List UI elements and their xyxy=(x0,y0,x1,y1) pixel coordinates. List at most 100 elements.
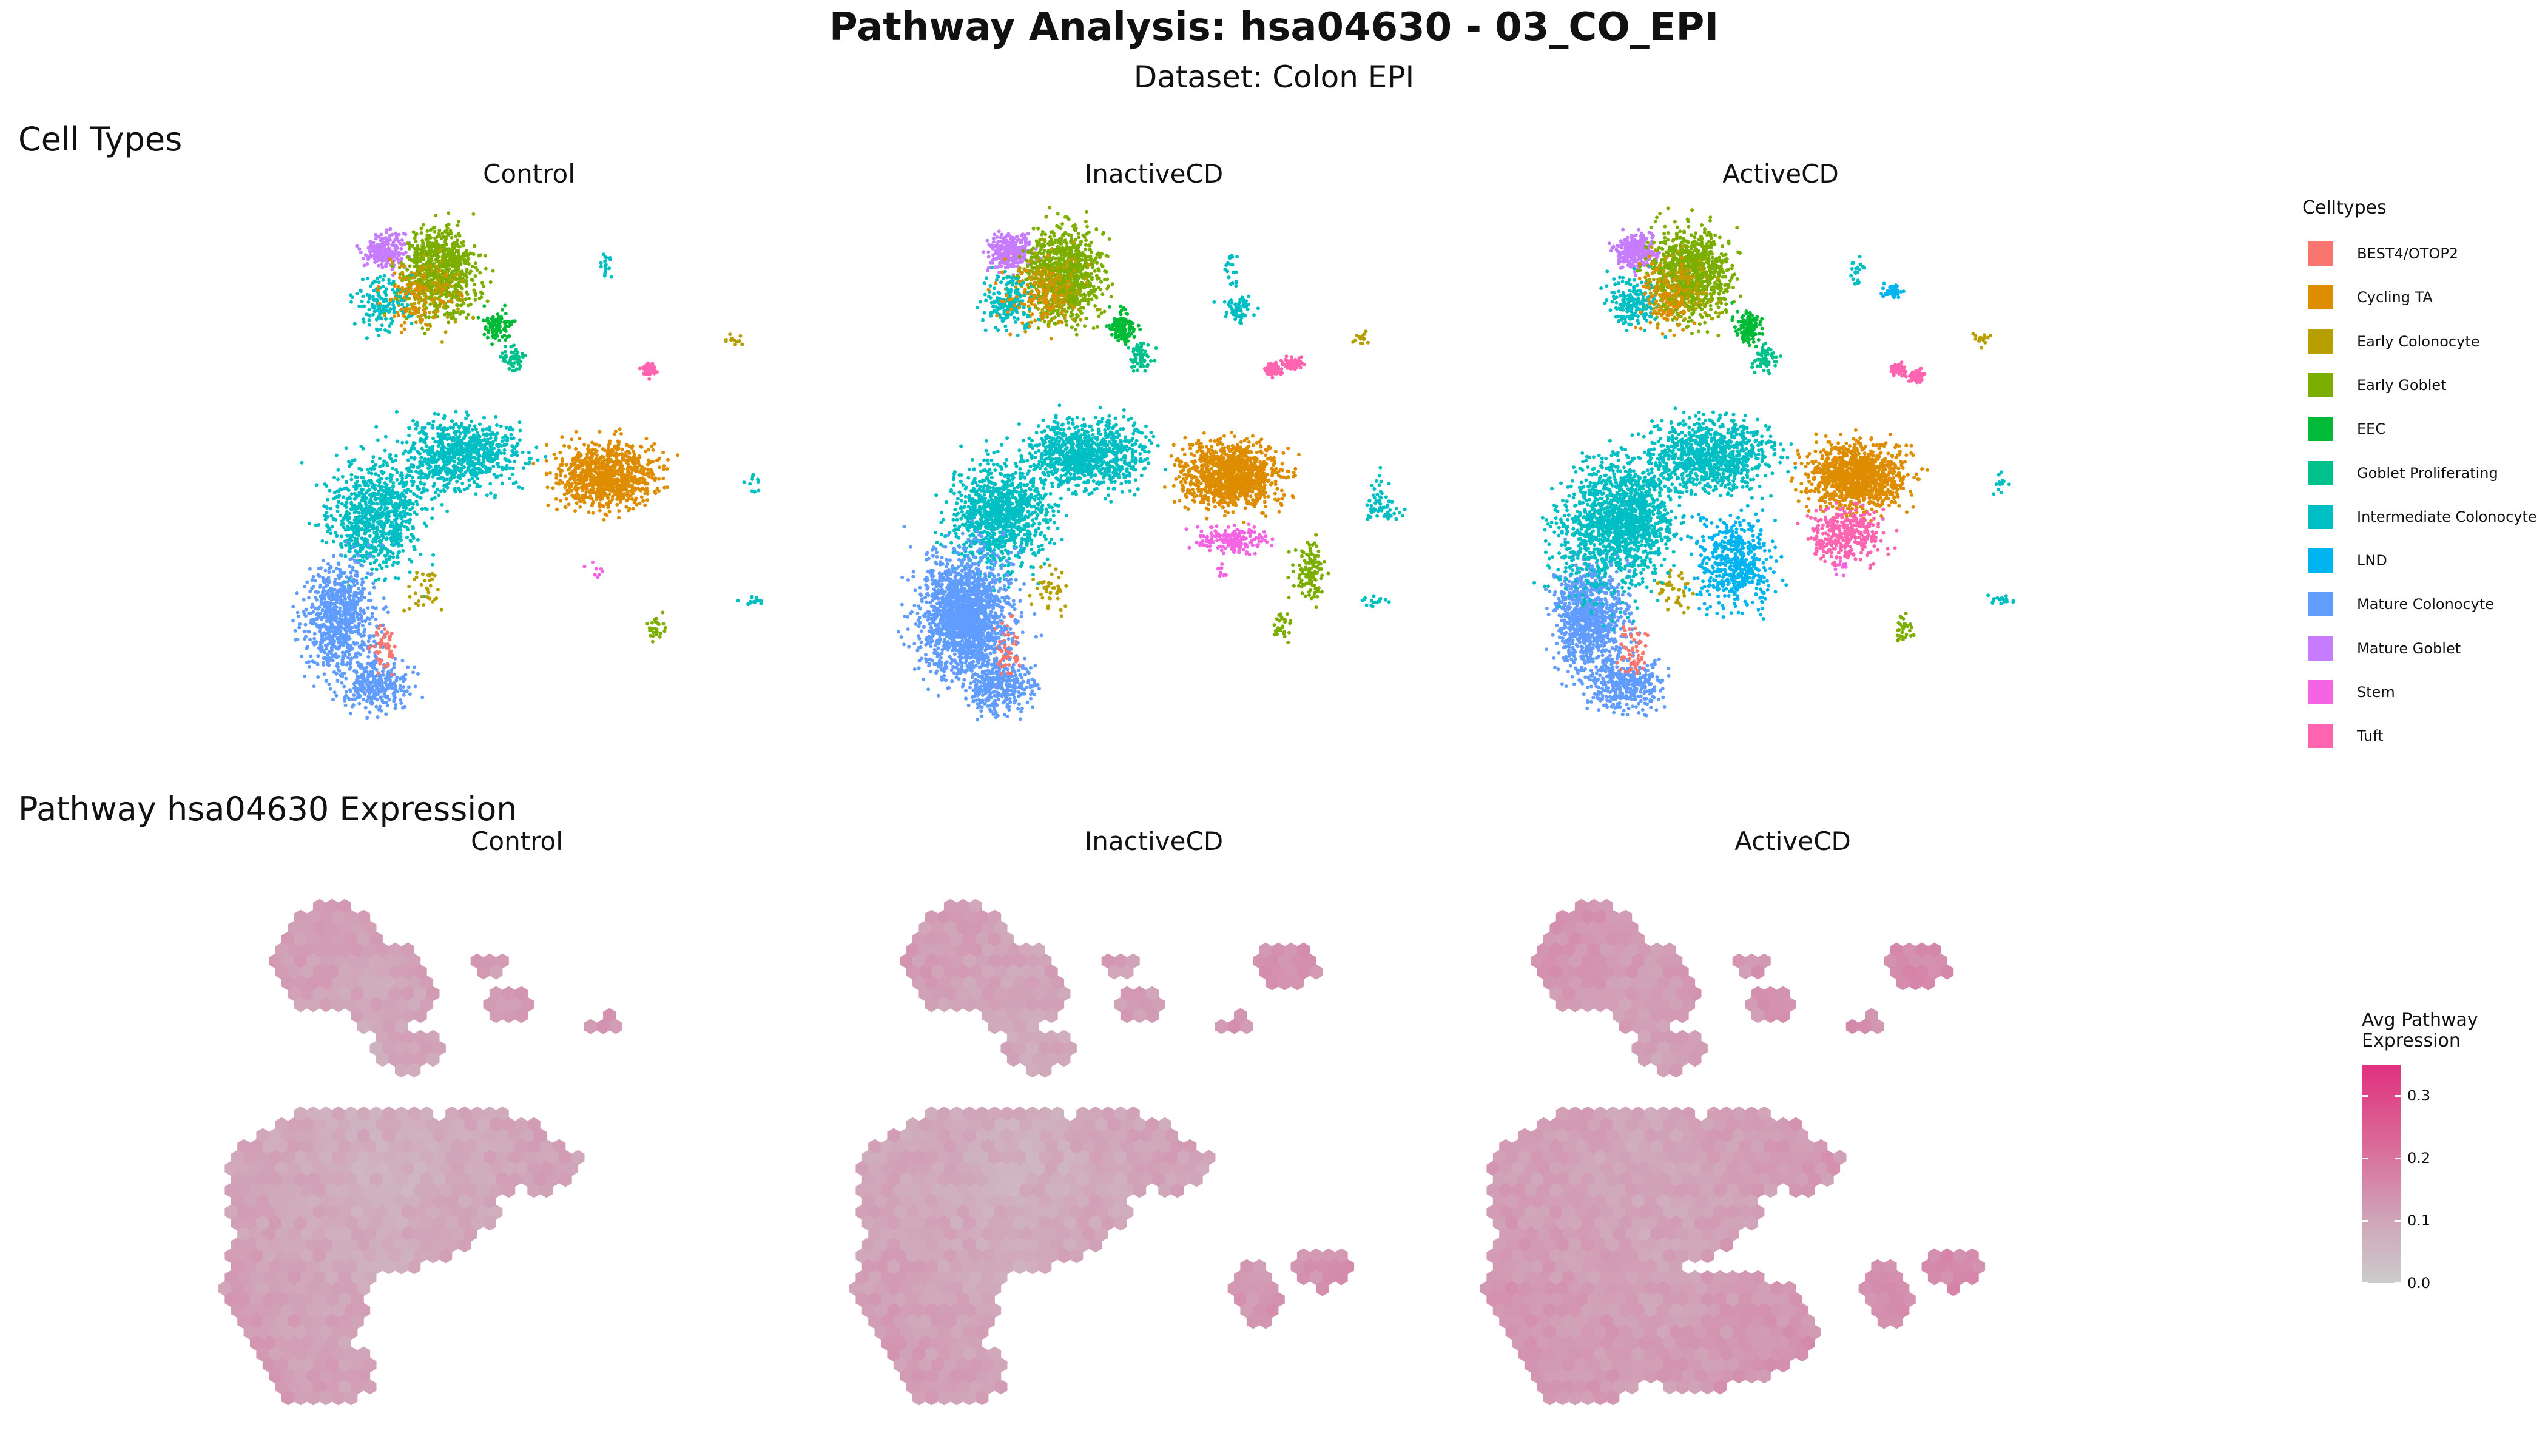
cell-point xyxy=(363,507,368,511)
cell-point xyxy=(377,302,382,306)
cell-point xyxy=(302,598,306,602)
cell-point xyxy=(352,583,357,587)
cell-point xyxy=(370,494,374,498)
cell-point xyxy=(416,502,419,507)
cell-point xyxy=(476,476,480,480)
cell-point xyxy=(360,277,365,281)
cell-point xyxy=(477,458,481,462)
cell-point xyxy=(349,575,353,579)
cell-point xyxy=(410,479,414,484)
cell-point xyxy=(380,525,384,530)
cell-point xyxy=(457,458,462,462)
cell-point xyxy=(456,450,460,454)
cell-point xyxy=(587,444,591,448)
cell-point xyxy=(455,303,459,307)
cell-point xyxy=(376,522,380,526)
cell-point xyxy=(593,451,597,456)
cell-point xyxy=(624,493,627,497)
cell-point xyxy=(447,211,451,215)
cell-point xyxy=(393,576,397,580)
cell-point xyxy=(377,474,380,477)
cell-point xyxy=(408,508,413,512)
cell-point xyxy=(442,305,446,309)
cell-point xyxy=(495,431,499,436)
cell-point xyxy=(605,485,608,488)
cell-point xyxy=(447,436,451,440)
cell-point xyxy=(308,664,311,669)
cell-point xyxy=(363,531,368,536)
cell-point xyxy=(430,258,434,262)
cell-point xyxy=(344,446,348,450)
cell-point xyxy=(349,507,353,511)
cell-point xyxy=(349,477,354,482)
cell-point xyxy=(573,470,578,474)
cell-point xyxy=(619,475,624,479)
cell-point xyxy=(750,477,755,481)
cell-point xyxy=(511,354,515,359)
cell-point xyxy=(590,447,595,451)
cell-point xyxy=(366,522,370,526)
cell-point xyxy=(415,485,419,489)
cell-point xyxy=(597,493,601,497)
cell-point xyxy=(437,232,440,236)
cell-point xyxy=(313,595,317,599)
cell-point xyxy=(444,271,448,275)
cell-point xyxy=(356,505,359,509)
cell-point xyxy=(484,442,488,446)
cell-point xyxy=(615,447,619,451)
cell-point xyxy=(339,641,343,645)
cell-point xyxy=(401,484,405,488)
cell-point xyxy=(355,479,359,484)
cell-point xyxy=(505,463,509,468)
cell-point xyxy=(411,275,415,280)
cell-point xyxy=(335,662,340,666)
cell-point xyxy=(422,308,426,312)
cell-point xyxy=(588,468,592,472)
cell-point xyxy=(356,550,360,554)
cell-point xyxy=(645,365,649,369)
cell-point xyxy=(371,605,375,610)
cell-point xyxy=(483,254,487,258)
cell-point xyxy=(360,577,365,581)
cell-point xyxy=(431,507,435,511)
cell-point xyxy=(445,224,449,228)
cell-point xyxy=(545,485,550,490)
cell-point xyxy=(474,427,478,431)
cell-point xyxy=(400,302,405,306)
cell-point xyxy=(610,468,614,473)
cell-point xyxy=(442,465,446,470)
cell-point xyxy=(621,486,625,490)
cell-point xyxy=(342,580,346,584)
cell-point xyxy=(414,470,418,474)
cell-point xyxy=(327,663,331,667)
cell-point xyxy=(423,286,428,290)
cell-point xyxy=(499,315,503,319)
cell-point xyxy=(436,412,440,416)
cell-point xyxy=(384,560,388,564)
cell-point xyxy=(325,524,329,528)
cell-point xyxy=(497,448,501,453)
cell-point xyxy=(337,576,341,581)
cell-point xyxy=(351,459,354,463)
cell-point xyxy=(295,592,299,595)
cell-point xyxy=(589,491,593,494)
cell-point xyxy=(510,454,514,457)
cell-point xyxy=(596,484,601,487)
cell-point xyxy=(337,494,342,497)
cell-point xyxy=(413,251,417,255)
cell-point xyxy=(337,500,341,504)
cell-point xyxy=(448,476,453,480)
cell-point xyxy=(342,516,346,521)
cell-point xyxy=(504,467,508,471)
cell-point xyxy=(447,433,451,437)
cell-point xyxy=(405,241,410,246)
cell-point xyxy=(409,286,413,291)
cell-point xyxy=(353,624,357,629)
cell-point xyxy=(306,629,311,633)
cell-point xyxy=(455,297,459,301)
cell-point xyxy=(332,476,337,480)
cell-point xyxy=(371,519,376,524)
cell-point xyxy=(411,291,415,295)
cell-point xyxy=(483,454,487,458)
cell-point xyxy=(554,497,558,501)
